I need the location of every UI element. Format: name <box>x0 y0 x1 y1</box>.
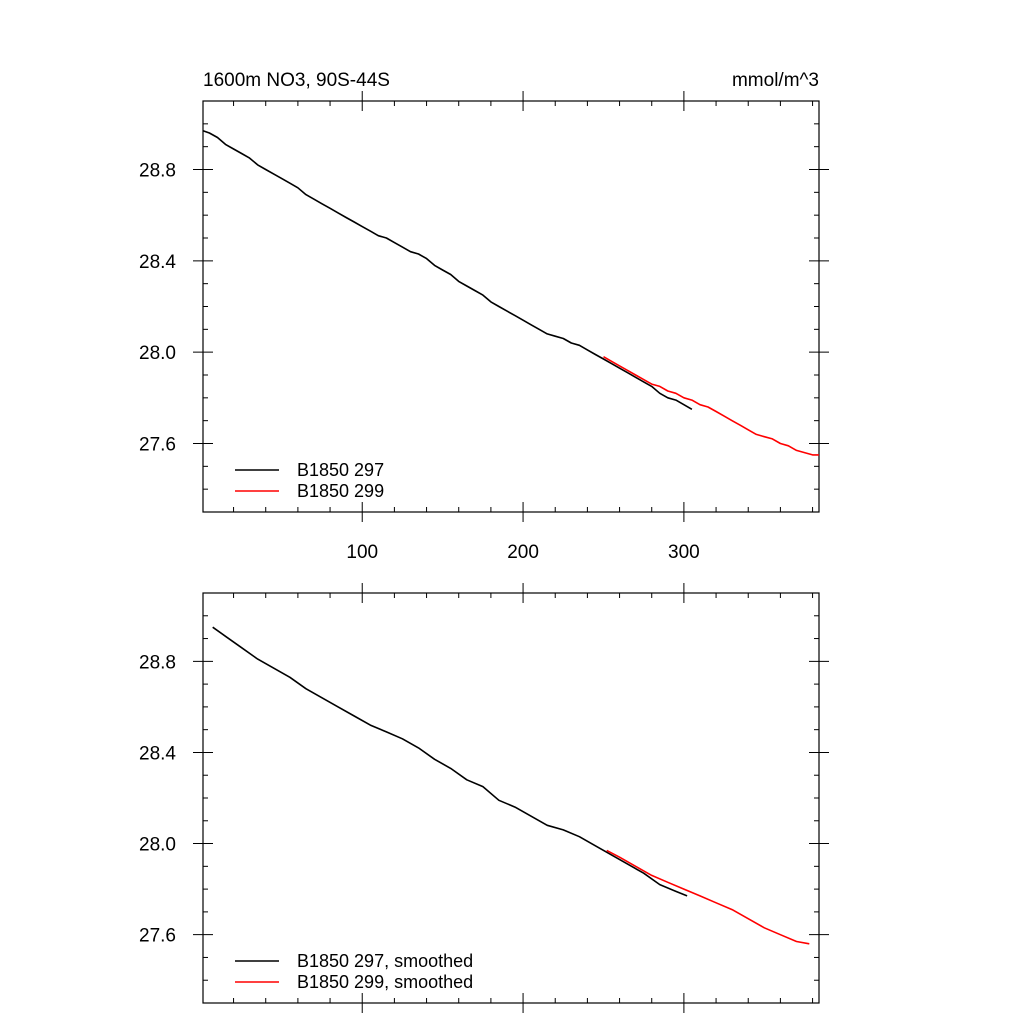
series-line <box>606 849 810 945</box>
legend-label: B1850 297, smoothed <box>297 951 473 971</box>
y-tick-label: 28.0 <box>139 343 176 364</box>
x-tick-label: 300 <box>668 542 700 563</box>
bottom-plot-panel: 27.6 28.0 28.4 28.8 B1850 297, smoothedB1850… <box>139 583 829 1013</box>
series-line <box>212 626 688 897</box>
series-line <box>603 356 819 456</box>
legend-label: B1850 297 <box>297 460 384 480</box>
panel-title-right: mmol/m^3 <box>732 70 819 91</box>
top-plot-panel: 100 200 300 27.6 28.0 28.4 28.8 B1850 297B1850 … <box>139 91 829 563</box>
y-tick-label: 28.8 <box>139 652 176 673</box>
plot-frame <box>202 100 820 513</box>
y-tick-label: 27.6 <box>139 435 176 456</box>
legend-label: B1850 299 <box>297 481 384 501</box>
legend-label: B1850 299, smoothed <box>297 972 473 992</box>
series-line <box>202 129 693 410</box>
y-tick-label: 28.0 <box>139 835 176 856</box>
y-tick-label: 27.6 <box>139 926 176 947</box>
x-tick-label: 200 <box>507 542 539 563</box>
panel-title-left: 1600m NO3, 90S-44S <box>203 70 390 91</box>
plot-frame <box>202 592 820 1004</box>
x-tick-label: 100 <box>346 542 378 563</box>
y-tick-label: 28.8 <box>139 161 176 182</box>
y-tick-label: 28.4 <box>139 743 176 764</box>
y-tick-label: 28.4 <box>139 252 176 273</box>
